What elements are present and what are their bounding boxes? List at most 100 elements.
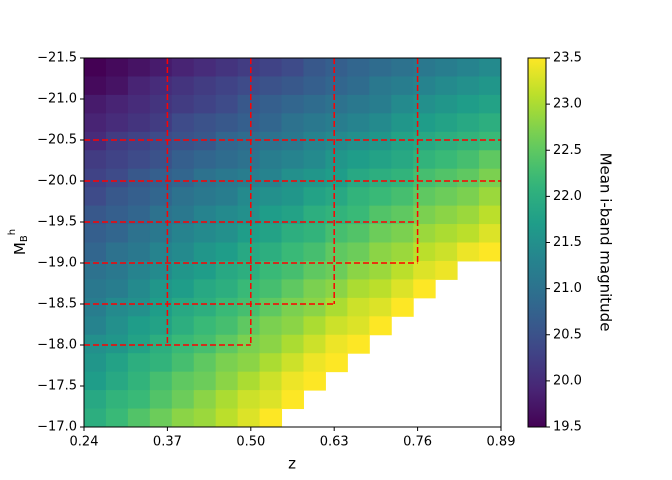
cell (215, 371, 239, 391)
cell (303, 131, 326, 151)
cell (215, 297, 239, 317)
cell (259, 113, 283, 133)
cell (171, 334, 195, 354)
cell (325, 316, 348, 336)
cell (84, 76, 107, 96)
cell (237, 58, 261, 77)
cell (84, 297, 107, 317)
cell (369, 113, 392, 133)
cell (391, 224, 414, 243)
cell (215, 150, 239, 170)
cell (457, 205, 480, 225)
cell (435, 58, 458, 77)
cell (325, 187, 348, 207)
cell (237, 168, 261, 188)
cell (325, 334, 348, 354)
cell (149, 390, 173, 410)
cell (171, 242, 195, 262)
cell (325, 131, 348, 151)
cell (215, 187, 239, 207)
colorbar (527, 57, 547, 428)
y-tick-label: −19.5 (37, 215, 77, 230)
cell (237, 390, 261, 410)
cell (84, 205, 107, 225)
cell (237, 316, 261, 336)
cell (281, 113, 304, 133)
cell (149, 113, 173, 133)
cell (347, 76, 370, 96)
cell (281, 58, 304, 77)
cell (413, 168, 436, 188)
cell (457, 94, 480, 114)
cell (369, 131, 392, 151)
cell (347, 58, 370, 77)
cell (391, 297, 414, 317)
cell (457, 187, 480, 207)
cell (193, 260, 217, 280)
cell (215, 316, 239, 336)
cell (127, 408, 151, 428)
cell (325, 150, 348, 170)
cell (413, 58, 436, 77)
cell (127, 168, 151, 188)
cell (457, 113, 480, 133)
cell (193, 113, 217, 133)
cell (193, 371, 217, 391)
x-tick-label: 0.63 (320, 435, 349, 450)
cell (369, 205, 392, 225)
cell (127, 113, 151, 133)
cell (193, 242, 217, 262)
colorbar-tick-label: 20.0 (553, 373, 582, 388)
cell (325, 353, 348, 373)
colorbar-label: Mean i-band magnitude (597, 153, 615, 332)
cell (325, 224, 348, 243)
cell (391, 131, 414, 151)
cell (193, 205, 217, 225)
cell (303, 371, 326, 391)
cell (391, 94, 414, 114)
cell (259, 260, 283, 280)
cell (347, 334, 370, 354)
cell (149, 224, 173, 243)
cell (193, 279, 217, 299)
cell (193, 408, 217, 428)
cell (325, 113, 348, 133)
cell (479, 150, 502, 170)
x-tick-label: 0.37 (153, 435, 182, 450)
cell (259, 205, 283, 225)
cell (84, 334, 107, 354)
cell (193, 131, 217, 151)
cell (347, 168, 370, 188)
cell (127, 316, 151, 336)
cell (127, 371, 151, 391)
cell (215, 353, 239, 373)
cell (479, 187, 502, 207)
cell (391, 187, 414, 207)
cell (435, 131, 458, 151)
cell (215, 279, 239, 299)
cell (84, 390, 107, 410)
cell (369, 242, 392, 262)
cell (171, 94, 195, 114)
cell (237, 224, 261, 243)
cell (303, 76, 326, 96)
y-tick-label: −18.5 (37, 297, 77, 312)
cell (237, 150, 261, 170)
cell (281, 334, 304, 354)
overlay (84, 58, 501, 346)
cell (369, 224, 392, 243)
cell (457, 58, 480, 77)
heatmap (84, 58, 502, 428)
y-tick-label: −21.0 (37, 92, 77, 107)
cell (413, 76, 436, 96)
cell (171, 205, 195, 225)
cell (237, 297, 261, 317)
cell (84, 168, 107, 188)
cell (84, 279, 107, 299)
cell (303, 260, 326, 280)
y-axis-label: MBh (7, 229, 30, 255)
cell (149, 408, 173, 428)
cell (215, 260, 239, 280)
cell (193, 316, 217, 336)
colorbar-tick-label: 22.0 (553, 189, 582, 204)
